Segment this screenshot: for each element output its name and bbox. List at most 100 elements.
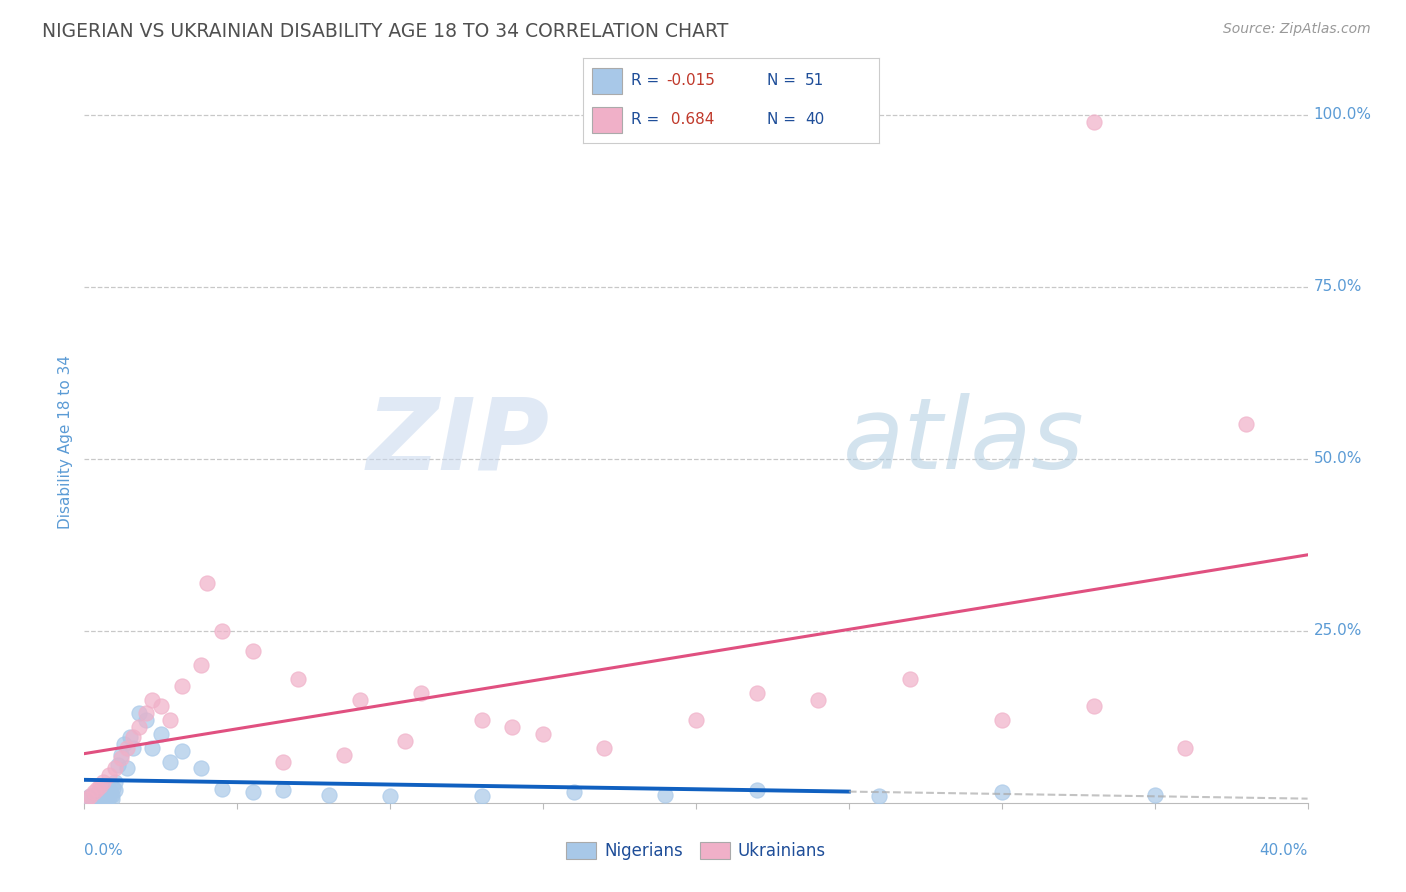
Text: NIGERIAN VS UKRAINIAN DISABILITY AGE 18 TO 34 CORRELATION CHART: NIGERIAN VS UKRAINIAN DISABILITY AGE 18 … bbox=[42, 22, 728, 41]
Point bbox=[1236, 417, 1258, 432]
Point bbox=[97, 790, 120, 805]
Point bbox=[190, 658, 212, 673]
Point bbox=[685, 713, 707, 727]
Point bbox=[83, 785, 105, 799]
Point bbox=[242, 785, 264, 799]
Point bbox=[149, 699, 172, 714]
Point bbox=[90, 789, 112, 803]
Point bbox=[97, 768, 120, 782]
Point bbox=[103, 780, 125, 795]
Point bbox=[471, 789, 494, 803]
Point bbox=[86, 782, 108, 797]
Point bbox=[287, 672, 309, 686]
Text: -0.015: -0.015 bbox=[666, 73, 716, 88]
Point bbox=[747, 686, 769, 700]
Point bbox=[89, 783, 111, 797]
Point bbox=[115, 761, 138, 775]
Point bbox=[394, 734, 416, 748]
Point bbox=[135, 706, 157, 721]
Point bbox=[195, 575, 218, 590]
Point bbox=[104, 761, 127, 775]
Point bbox=[110, 751, 132, 765]
Point bbox=[991, 785, 1014, 799]
Point bbox=[87, 785, 110, 799]
Point bbox=[120, 731, 142, 745]
Point bbox=[172, 744, 194, 758]
Point bbox=[271, 755, 294, 769]
Point bbox=[79, 789, 101, 803]
Point bbox=[593, 740, 616, 755]
Point bbox=[112, 737, 135, 751]
Point bbox=[141, 740, 163, 755]
Point bbox=[159, 755, 181, 769]
Point bbox=[98, 785, 121, 799]
Point bbox=[91, 792, 114, 806]
Point bbox=[97, 782, 120, 797]
Point bbox=[654, 788, 676, 802]
Point bbox=[91, 775, 114, 789]
Point bbox=[211, 624, 233, 638]
Point bbox=[77, 790, 100, 805]
Text: 100.0%: 100.0% bbox=[1313, 107, 1372, 122]
Point bbox=[190, 761, 212, 775]
Point bbox=[93, 788, 115, 802]
Point bbox=[898, 672, 921, 686]
Point bbox=[110, 747, 132, 762]
Point bbox=[211, 782, 233, 797]
Point bbox=[96, 789, 118, 803]
Point bbox=[80, 792, 103, 806]
Point bbox=[104, 783, 127, 797]
Point bbox=[84, 788, 107, 802]
Point bbox=[1083, 114, 1105, 128]
Point bbox=[94, 791, 117, 805]
Text: N =: N = bbox=[766, 73, 800, 88]
Point bbox=[122, 731, 145, 745]
Point bbox=[409, 686, 432, 700]
Point bbox=[91, 785, 114, 799]
Point bbox=[1083, 699, 1105, 714]
Point bbox=[471, 713, 494, 727]
Point bbox=[122, 740, 145, 755]
Point bbox=[83, 790, 105, 805]
Text: atlas: atlas bbox=[842, 393, 1084, 490]
Text: 0.684: 0.684 bbox=[666, 112, 714, 128]
Point bbox=[76, 792, 98, 806]
Point bbox=[349, 692, 371, 706]
Point bbox=[135, 713, 157, 727]
Point bbox=[502, 720, 524, 734]
Text: 75.0%: 75.0% bbox=[1313, 279, 1362, 294]
Point bbox=[115, 740, 138, 755]
Text: ZIP: ZIP bbox=[366, 393, 550, 490]
Text: R =: R = bbox=[631, 112, 664, 128]
Point bbox=[141, 692, 163, 706]
Point bbox=[172, 679, 194, 693]
Point bbox=[149, 727, 172, 741]
Point bbox=[76, 792, 98, 806]
Point bbox=[807, 692, 830, 706]
Text: 0.0%: 0.0% bbox=[84, 843, 124, 857]
Text: 40: 40 bbox=[804, 112, 824, 128]
Point bbox=[380, 789, 402, 803]
Text: 50.0%: 50.0% bbox=[1313, 451, 1362, 467]
FancyBboxPatch shape bbox=[592, 68, 621, 94]
Point bbox=[562, 785, 585, 799]
Text: N =: N = bbox=[766, 112, 800, 128]
Point bbox=[991, 713, 1014, 727]
Point bbox=[89, 779, 111, 793]
Y-axis label: Disability Age 18 to 34: Disability Age 18 to 34 bbox=[58, 354, 73, 529]
Point bbox=[94, 779, 117, 793]
Point bbox=[531, 727, 554, 741]
Point bbox=[159, 713, 181, 727]
Point bbox=[104, 775, 127, 789]
Point bbox=[318, 788, 340, 802]
Point bbox=[79, 789, 101, 803]
Point bbox=[107, 758, 129, 772]
Point bbox=[101, 788, 124, 802]
Point bbox=[86, 791, 108, 805]
Point bbox=[869, 789, 891, 803]
Text: 51: 51 bbox=[804, 73, 824, 88]
Point bbox=[101, 792, 124, 806]
Point bbox=[747, 783, 769, 797]
Legend: Nigerians, Ukrainians: Nigerians, Ukrainians bbox=[560, 835, 832, 867]
Text: 40.0%: 40.0% bbox=[1260, 843, 1308, 857]
